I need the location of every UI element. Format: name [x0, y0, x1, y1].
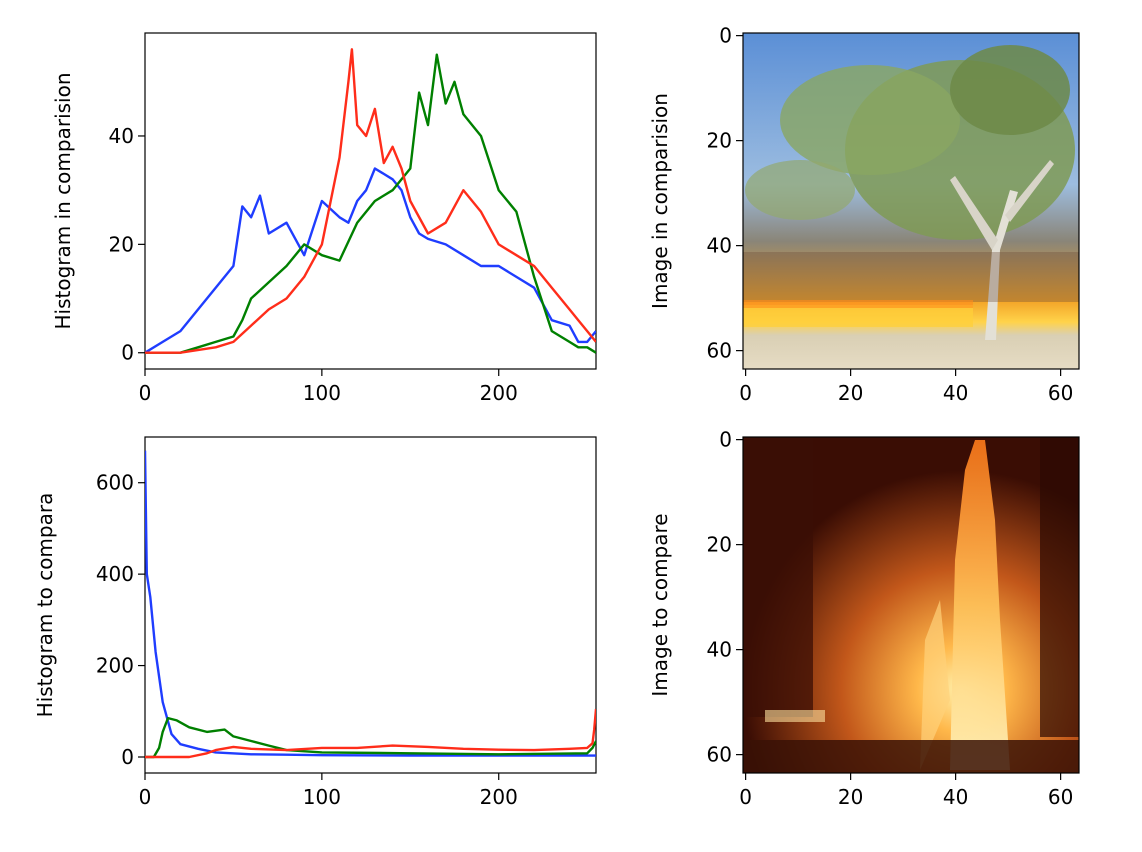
image-comparison-picture [743, 33, 1079, 369]
hist-to-compare-series-1 [145, 716, 596, 759]
hist-comparison-xtick-label: 100 [303, 381, 341, 405]
hist-comparison-xtick-label: 200 [480, 381, 518, 405]
image-comparison-axes: 0 20 40 60 0 20 40 60 Image in comparision [648, 24, 1080, 405]
hist-comparison-ytick-label: 20 [109, 232, 134, 256]
img-comparison-xtick-label: 40 [943, 381, 968, 405]
img-comparison-ytick-label: 40 [707, 234, 732, 258]
hist-comparison-series-0 [145, 167, 596, 354]
histogram-to-compare-ylabel: Histogram to compara [33, 493, 57, 718]
hist-to-compare-ytick-label: 0 [121, 745, 134, 769]
img-to-compare-xtick-label: 0 [739, 785, 752, 809]
hist-to-compare-series-0 [145, 450, 596, 757]
img-to-compare-xtick-label: 40 [943, 785, 968, 809]
img-to-compare-xtick-label: 20 [838, 785, 863, 809]
img-comparison-xtick-label: 60 [1048, 381, 1073, 405]
image-to-compare-ylabel: Image to compare [648, 513, 672, 696]
img-comparison-ytick-label: 20 [707, 129, 732, 153]
img-to-compare-xtick-label: 60 [1048, 785, 1073, 809]
img-to-compare-ytick-label: 0 [719, 428, 732, 452]
hist-to-compare-ytick-label: 600 [96, 471, 134, 495]
hist-to-compare-ytick-label: 400 [96, 562, 134, 586]
hist-to-compare-xtick-label: 100 [303, 785, 341, 809]
img-comparison-xtick-label: 20 [838, 381, 863, 405]
histogram-to-compare-axes: 0 100 200 0 200 400 600 Histogram to compara [33, 436, 597, 809]
histogram-comparison-ylabel: Histogram in comparision [51, 72, 75, 329]
hist-to-compare-xtick-label: 0 [139, 785, 152, 809]
histogram-comparison-axes: 0 100 200 0 20 40 Histogram in comparision [51, 32, 597, 405]
image-to-compare-picture [743, 437, 1079, 773]
hist-to-compare-ytick-label: 200 [96, 654, 134, 678]
image-comparison-ylabel: Image in comparision [648, 93, 672, 309]
hist-comparison-xtick-label: 0 [139, 381, 152, 405]
img-to-compare-ytick-label: 60 [707, 743, 732, 767]
hist-comparison-ytick-label: 0 [121, 341, 134, 365]
img-comparison-xtick-label: 0 [739, 381, 752, 405]
hist-to-compare-series-2 [145, 708, 596, 759]
hist-comparison-ytick-label: 40 [109, 124, 134, 148]
img-comparison-ytick-label: 60 [707, 339, 732, 363]
img-comparison-ytick-label: 0 [719, 24, 732, 48]
img-to-compare-ytick-label: 20 [707, 533, 732, 557]
hist-comparison-series-2 [145, 48, 596, 354]
hist-comparison-series-1 [145, 53, 596, 354]
hist-to-compare-xtick-label: 200 [480, 785, 518, 809]
img-to-compare-ytick-label: 40 [707, 638, 732, 662]
image-to-compare-axes: 0 20 40 60 0 20 40 60 Image to compare [648, 428, 1080, 809]
